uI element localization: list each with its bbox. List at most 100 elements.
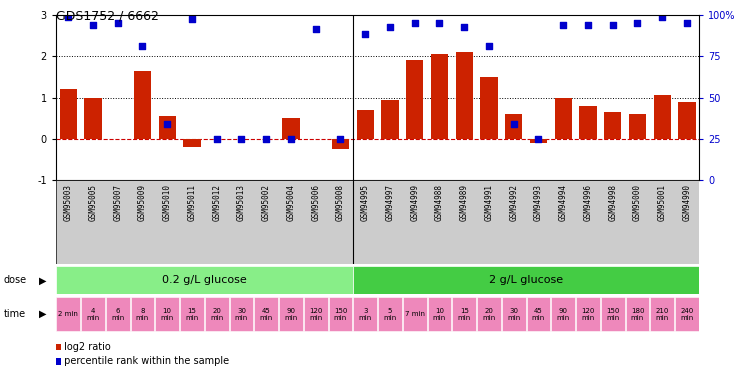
- Text: 20
min: 20 min: [210, 308, 223, 321]
- Text: GSM95006: GSM95006: [311, 184, 320, 221]
- Point: [681, 20, 693, 26]
- Point: [632, 20, 644, 26]
- Point: [408, 20, 420, 26]
- FancyBboxPatch shape: [205, 297, 228, 331]
- Text: GSM95012: GSM95012: [212, 184, 221, 221]
- Text: GSM95001: GSM95001: [658, 184, 667, 221]
- Point: [607, 22, 619, 28]
- Bar: [282, 118, 300, 139]
- Text: percentile rank within the sample: percentile rank within the sample: [61, 356, 229, 366]
- Point: [260, 136, 272, 142]
- Text: GSM94991: GSM94991: [484, 184, 493, 221]
- Text: GSM94990: GSM94990: [682, 184, 691, 221]
- Bar: [629, 114, 646, 139]
- Bar: [60, 89, 77, 139]
- FancyBboxPatch shape: [477, 297, 501, 331]
- Point: [285, 136, 297, 142]
- Text: 90
min: 90 min: [284, 308, 298, 321]
- Point: [582, 22, 594, 28]
- Point: [533, 136, 545, 142]
- Bar: [356, 110, 374, 139]
- Point: [335, 136, 347, 142]
- Bar: [332, 139, 349, 149]
- Text: GSM95011: GSM95011: [187, 184, 196, 221]
- Text: 180
min: 180 min: [631, 308, 644, 321]
- FancyBboxPatch shape: [626, 297, 650, 331]
- Text: GSM95010: GSM95010: [163, 184, 172, 221]
- Point: [384, 24, 396, 30]
- Text: 15
min: 15 min: [458, 308, 471, 321]
- Text: 5
min: 5 min: [383, 308, 397, 321]
- Point: [483, 43, 495, 49]
- FancyBboxPatch shape: [650, 297, 674, 331]
- FancyBboxPatch shape: [279, 297, 303, 331]
- FancyBboxPatch shape: [81, 297, 105, 331]
- Text: 20
min: 20 min: [482, 308, 496, 321]
- FancyBboxPatch shape: [230, 297, 253, 331]
- Text: GSM95003: GSM95003: [64, 184, 73, 221]
- Bar: [353, 266, 699, 294]
- Bar: [84, 98, 102, 139]
- Bar: [134, 70, 151, 139]
- Text: 2 g/L glucose: 2 g/L glucose: [489, 275, 563, 285]
- Bar: [481, 77, 498, 139]
- Bar: [580, 106, 597, 139]
- Text: 150
min: 150 min: [334, 308, 347, 321]
- Point: [458, 24, 470, 30]
- Text: GSM95007: GSM95007: [113, 184, 122, 221]
- Text: GSM94998: GSM94998: [609, 184, 618, 221]
- Bar: [56, 266, 353, 294]
- Text: GDS1752 / 6662: GDS1752 / 6662: [56, 9, 158, 22]
- Point: [557, 22, 569, 28]
- FancyBboxPatch shape: [353, 297, 377, 331]
- FancyBboxPatch shape: [180, 297, 204, 331]
- Bar: [505, 114, 522, 139]
- Text: GSM95008: GSM95008: [336, 184, 345, 221]
- FancyBboxPatch shape: [576, 297, 600, 331]
- Text: 10
min: 10 min: [433, 308, 446, 321]
- Text: 10
min: 10 min: [161, 308, 174, 321]
- Text: 2 min: 2 min: [58, 311, 78, 317]
- Text: GSM95000: GSM95000: [633, 184, 642, 221]
- Bar: [554, 98, 572, 139]
- FancyBboxPatch shape: [428, 297, 452, 331]
- Text: 4
min: 4 min: [86, 308, 100, 321]
- Point: [434, 20, 446, 26]
- Text: 30
min: 30 min: [235, 308, 248, 321]
- Bar: [530, 139, 547, 143]
- Text: ▶: ▶: [39, 275, 47, 285]
- FancyBboxPatch shape: [675, 297, 699, 331]
- Text: 8
min: 8 min: [136, 308, 149, 321]
- Text: GSM95002: GSM95002: [262, 184, 271, 221]
- Point: [507, 122, 519, 128]
- FancyBboxPatch shape: [452, 297, 476, 331]
- Text: GSM94999: GSM94999: [410, 184, 419, 221]
- Text: time: time: [4, 309, 26, 319]
- Text: 30
min: 30 min: [507, 308, 520, 321]
- Text: 120
min: 120 min: [309, 308, 322, 321]
- Text: GSM95004: GSM95004: [286, 184, 295, 221]
- Text: 90
min: 90 min: [557, 308, 570, 321]
- Point: [112, 20, 124, 26]
- Text: GSM95009: GSM95009: [138, 184, 147, 221]
- Text: 7 min: 7 min: [405, 311, 425, 317]
- Text: GSM94989: GSM94989: [460, 184, 469, 221]
- Text: 6
min: 6 min: [111, 308, 124, 321]
- Text: GSM94992: GSM94992: [509, 184, 519, 221]
- FancyBboxPatch shape: [106, 297, 129, 331]
- FancyBboxPatch shape: [57, 297, 80, 331]
- Text: GSM94988: GSM94988: [435, 184, 444, 221]
- Text: GSM95013: GSM95013: [237, 184, 246, 221]
- Text: 3
min: 3 min: [359, 308, 372, 321]
- Bar: [381, 100, 399, 139]
- Text: GSM95005: GSM95005: [89, 184, 97, 221]
- Point: [211, 136, 222, 142]
- Text: 210
min: 210 min: [655, 308, 669, 321]
- Bar: [406, 60, 423, 139]
- FancyBboxPatch shape: [304, 297, 327, 331]
- Text: log2 ratio: log2 ratio: [61, 342, 111, 352]
- Bar: [604, 112, 621, 139]
- Bar: [56, 180, 699, 264]
- Point: [656, 14, 668, 20]
- FancyBboxPatch shape: [130, 297, 154, 331]
